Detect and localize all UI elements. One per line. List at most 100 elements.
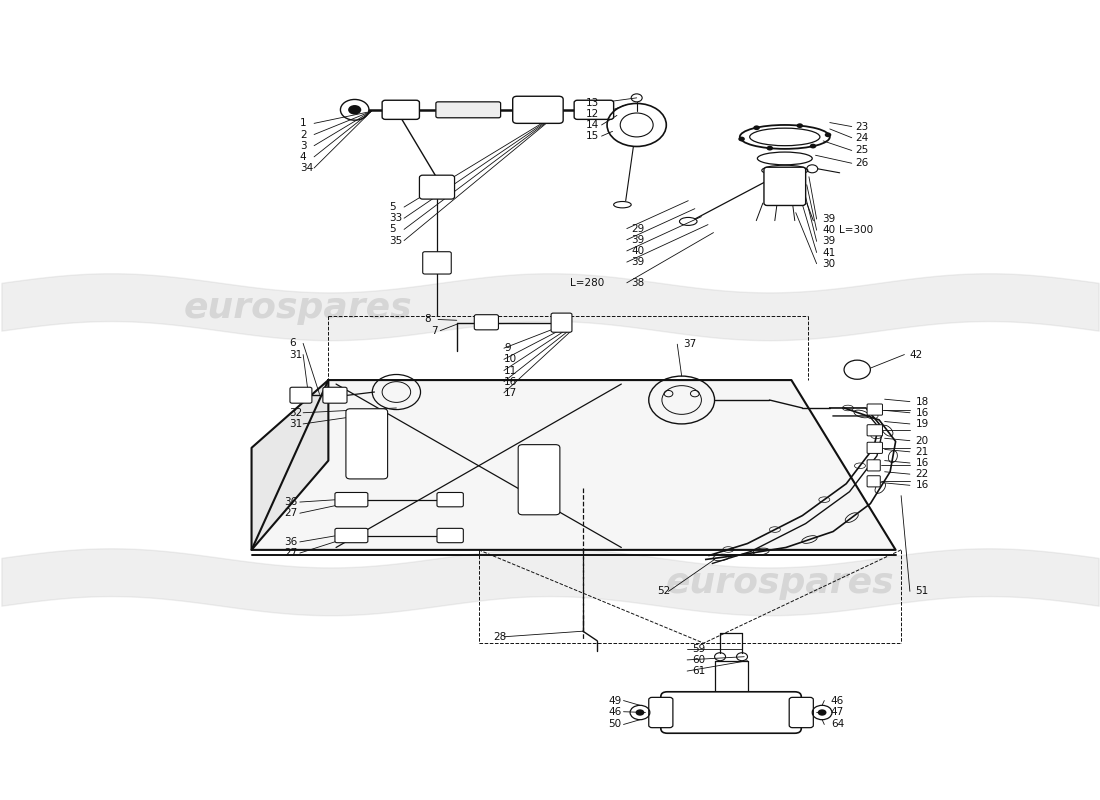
Text: 59: 59 (693, 644, 706, 654)
Text: 16: 16 (915, 408, 928, 418)
FancyBboxPatch shape (422, 252, 451, 274)
Text: 13: 13 (586, 98, 600, 108)
Text: 39: 39 (822, 214, 835, 224)
Text: 40: 40 (631, 246, 645, 256)
Text: 14: 14 (586, 120, 600, 130)
Polygon shape (252, 380, 329, 550)
Text: 46: 46 (608, 706, 622, 717)
Text: 17: 17 (504, 388, 517, 398)
Text: 40: 40 (822, 225, 835, 235)
Text: 5: 5 (388, 224, 395, 234)
Text: 15: 15 (586, 131, 600, 141)
Text: 37: 37 (683, 339, 696, 349)
Text: 21: 21 (915, 447, 928, 457)
Polygon shape (252, 380, 895, 550)
Text: 28: 28 (493, 632, 506, 642)
Circle shape (810, 144, 816, 149)
Text: 26: 26 (855, 158, 868, 168)
Text: 3: 3 (300, 141, 307, 150)
Text: 50: 50 (608, 719, 622, 730)
Text: 27: 27 (285, 548, 298, 558)
FancyBboxPatch shape (789, 698, 813, 728)
Text: 39: 39 (631, 234, 645, 245)
FancyBboxPatch shape (437, 528, 463, 542)
Text: 9: 9 (504, 343, 510, 353)
Text: eurospares: eurospares (184, 291, 412, 326)
FancyBboxPatch shape (290, 387, 312, 403)
Circle shape (825, 133, 832, 138)
Text: 32: 32 (289, 408, 302, 418)
FancyBboxPatch shape (345, 409, 387, 479)
FancyBboxPatch shape (323, 387, 346, 403)
Text: 61: 61 (693, 666, 706, 676)
Text: 60: 60 (693, 655, 706, 665)
Text: 11: 11 (504, 366, 517, 375)
Text: 16: 16 (504, 377, 517, 386)
Text: 7: 7 (431, 326, 438, 336)
Text: 52: 52 (658, 586, 671, 596)
FancyBboxPatch shape (518, 445, 560, 515)
FancyBboxPatch shape (649, 698, 673, 728)
Text: 24: 24 (855, 133, 868, 142)
Text: L=280: L=280 (570, 278, 604, 288)
FancyBboxPatch shape (764, 167, 805, 206)
Circle shape (348, 105, 361, 114)
Text: 31: 31 (289, 350, 302, 359)
Text: 42: 42 (910, 350, 923, 359)
Text: 36: 36 (285, 497, 298, 507)
Circle shape (817, 710, 826, 716)
Text: 6: 6 (289, 338, 296, 348)
Text: 35: 35 (388, 235, 401, 246)
Text: L=300: L=300 (838, 225, 872, 235)
Circle shape (796, 123, 803, 128)
FancyBboxPatch shape (474, 314, 498, 330)
FancyBboxPatch shape (437, 493, 463, 507)
FancyBboxPatch shape (419, 175, 454, 199)
Text: 4: 4 (300, 152, 307, 162)
Text: 39: 39 (631, 257, 645, 267)
FancyBboxPatch shape (867, 404, 882, 415)
Text: 49: 49 (608, 695, 622, 706)
Text: 31: 31 (289, 419, 302, 429)
FancyBboxPatch shape (867, 460, 880, 471)
Text: 33: 33 (388, 214, 401, 223)
Text: 5: 5 (388, 202, 395, 212)
Text: 64: 64 (830, 719, 844, 730)
Text: 19: 19 (915, 419, 928, 429)
Circle shape (738, 137, 745, 142)
FancyBboxPatch shape (334, 493, 367, 507)
Text: 16: 16 (915, 458, 928, 468)
Text: 8: 8 (424, 314, 430, 325)
Text: 30: 30 (822, 258, 835, 269)
FancyBboxPatch shape (867, 442, 882, 454)
Text: 47: 47 (830, 706, 844, 717)
Text: 25: 25 (855, 146, 868, 155)
FancyBboxPatch shape (661, 692, 801, 734)
FancyBboxPatch shape (867, 476, 880, 487)
FancyBboxPatch shape (382, 100, 419, 119)
Text: 20: 20 (915, 436, 928, 446)
Text: 41: 41 (822, 247, 835, 258)
Text: 12: 12 (586, 109, 600, 118)
Text: 18: 18 (915, 397, 928, 406)
FancyBboxPatch shape (513, 96, 563, 123)
Text: 36: 36 (285, 537, 298, 547)
Text: 38: 38 (631, 278, 645, 288)
Text: 16: 16 (915, 480, 928, 490)
FancyBboxPatch shape (574, 100, 614, 119)
Circle shape (754, 126, 760, 130)
FancyBboxPatch shape (334, 528, 367, 542)
Circle shape (767, 146, 773, 150)
Text: 34: 34 (300, 163, 313, 173)
Text: 22: 22 (915, 469, 928, 479)
FancyBboxPatch shape (436, 102, 500, 118)
Text: 23: 23 (855, 122, 868, 131)
Text: 46: 46 (830, 695, 844, 706)
Text: 1: 1 (300, 118, 307, 128)
Circle shape (636, 710, 645, 716)
FancyBboxPatch shape (551, 313, 572, 332)
Text: 2: 2 (300, 130, 307, 139)
FancyBboxPatch shape (867, 425, 882, 436)
Text: 27: 27 (285, 508, 298, 518)
Text: 29: 29 (631, 223, 645, 234)
